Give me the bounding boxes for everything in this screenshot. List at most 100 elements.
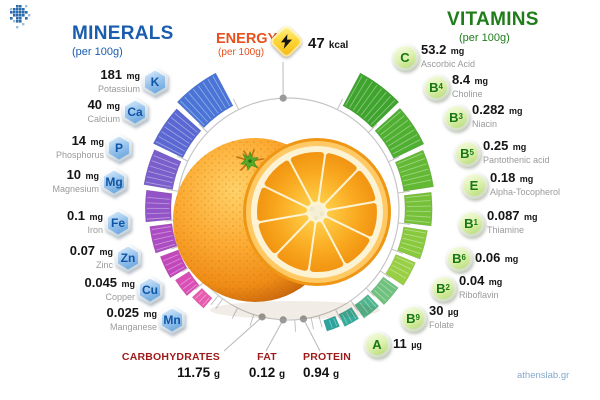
mineral-badge-zn: Zn <box>115 243 141 273</box>
segment-stripe <box>405 194 431 198</box>
orange-half-slice <box>243 138 391 286</box>
segment-stripe <box>363 299 373 311</box>
vitamins-title: VITAMINS <box>447 9 539 30</box>
segment-stripe <box>328 319 333 328</box>
mineral-row-phosphorus: 14 mg Phosphorus <box>56 133 104 160</box>
mineral-badge-mn: Mn <box>159 305 185 335</box>
mineral-value: 181 mg <box>100 67 140 82</box>
orange-wedge <box>258 215 309 254</box>
segment-stripe <box>186 284 197 294</box>
vitamin-row-b3: 0.282 mg Niacin <box>472 102 523 129</box>
ring-segment-b9 <box>338 306 360 327</box>
ring-segment-b2 <box>354 294 380 319</box>
gauge-tick <box>388 156 400 163</box>
segment-stripe <box>385 124 412 143</box>
energy-subtitle: (per 100g) <box>218 47 265 58</box>
vitamin-value: 53.2 mg <box>421 42 465 57</box>
orange-wedge <box>257 187 308 221</box>
vitamin-row-b9: 30 µg Folate <box>429 303 459 330</box>
vitamin-value: 0.06 mg <box>475 250 519 265</box>
segment-stripe <box>197 85 219 114</box>
vitamin-value: 0.18 mg <box>490 170 534 185</box>
segment-stripe <box>184 96 208 123</box>
segment-stripe <box>170 266 185 276</box>
orange-wedge <box>325 170 376 209</box>
segment-stripe <box>149 165 175 175</box>
orange-wedge <box>319 153 357 204</box>
fat-connector-line <box>265 319 284 352</box>
segment-stripe <box>394 260 412 270</box>
segment-stripe <box>399 158 425 169</box>
segment-stripe <box>151 160 177 170</box>
logo-pixel <box>10 8 13 11</box>
vitamin-row-b1: 0.087 mg Thiamine <box>487 208 538 235</box>
fruit-shadow <box>210 301 380 319</box>
vitamin-value: 30 µg <box>429 303 459 318</box>
segment-stripe <box>198 294 207 303</box>
segment-stripe <box>164 126 190 144</box>
segment-stripe <box>153 155 179 166</box>
orange-wedge <box>290 152 324 203</box>
lightning-bolt-icon <box>268 23 305 60</box>
minerals-header: MINERALS (per 100g) <box>72 24 174 58</box>
segment-stripe <box>382 279 396 290</box>
ring-segment-p <box>143 149 182 190</box>
gauge-tick <box>166 188 179 192</box>
vitamin-name: Alpha-Tocopherol <box>490 186 561 197</box>
segment-stripe <box>165 258 181 266</box>
segment-stripe <box>403 233 425 239</box>
segment-stripe <box>382 119 409 139</box>
mineral-badge-mg: Mg <box>101 167 127 197</box>
mineral-name: Copper <box>105 291 135 302</box>
segment-stripe <box>392 139 421 155</box>
segment-stripe <box>367 95 391 122</box>
ring-segment-a <box>323 315 340 332</box>
segment-stripe <box>397 152 423 165</box>
mineral-name: Potassium <box>97 83 140 94</box>
vitamin-value: 11 µg <box>393 336 422 351</box>
macro-fat: FAT 0.12 g <box>240 351 294 380</box>
segment-stripe <box>148 170 174 179</box>
vitamin-value: 0.25 mg <box>483 138 527 153</box>
vitamin-value: 0.04 mg <box>459 273 503 288</box>
segment-stripe <box>182 280 195 290</box>
logo-pixel <box>16 20 19 23</box>
energy-value: 47 kcal <box>308 35 348 52</box>
segment-stripe <box>345 75 363 106</box>
segment-stripe <box>195 291 204 299</box>
segment-stripe <box>349 309 357 319</box>
logo-pixel <box>22 23 25 26</box>
segment-stripe <box>212 76 231 107</box>
vitamin-badge-e: E <box>460 171 488 199</box>
segment-stripe <box>158 136 185 152</box>
segment-stripe <box>170 117 195 137</box>
segment-stripe <box>163 254 179 262</box>
gauge-tick <box>350 300 358 311</box>
segment-stripe <box>388 129 415 147</box>
segment-stripe <box>353 81 373 111</box>
mineral-badge-fe: Fe <box>105 208 131 238</box>
gauge-tick <box>310 317 315 330</box>
mineral-badge-k: K <box>142 67 168 97</box>
vitamin-value: 0.087 mg <box>487 208 538 223</box>
vitamin-badge-c: C <box>391 43 419 71</box>
gauge-tick <box>171 244 184 250</box>
ring-segment-mn <box>191 287 213 309</box>
gauge-circle <box>176 97 400 321</box>
mineral-name: Iron <box>87 224 103 235</box>
segment-stripe <box>145 181 172 188</box>
gauge-tick <box>215 298 224 309</box>
vitamin-name: Choline <box>452 88 483 99</box>
orange-wedge <box>323 218 370 264</box>
segment-stripe <box>155 141 183 156</box>
segment-stripe <box>377 111 402 132</box>
mineral-name: Phosphorus <box>55 149 104 160</box>
mineral-row-magnesium: 10 mg Magnesium <box>52 167 99 194</box>
segment-stripe <box>406 215 431 218</box>
gauge-tick <box>198 123 208 133</box>
